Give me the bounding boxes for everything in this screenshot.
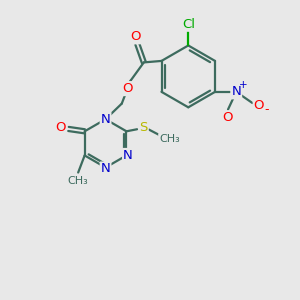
Text: S: S	[140, 121, 148, 134]
Text: O: O	[122, 82, 133, 95]
Text: N: N	[123, 149, 133, 162]
Text: N: N	[101, 113, 110, 126]
Text: CH₃: CH₃	[68, 176, 88, 186]
Text: O: O	[56, 121, 66, 134]
Text: CH₃: CH₃	[159, 134, 180, 144]
Text: O: O	[130, 30, 140, 43]
Text: O: O	[222, 111, 233, 124]
Text: N: N	[101, 163, 110, 176]
Text: O: O	[254, 99, 264, 112]
Text: -: -	[264, 103, 269, 116]
Text: Cl: Cl	[182, 18, 195, 31]
Text: +: +	[239, 80, 248, 90]
Text: N: N	[231, 85, 241, 98]
